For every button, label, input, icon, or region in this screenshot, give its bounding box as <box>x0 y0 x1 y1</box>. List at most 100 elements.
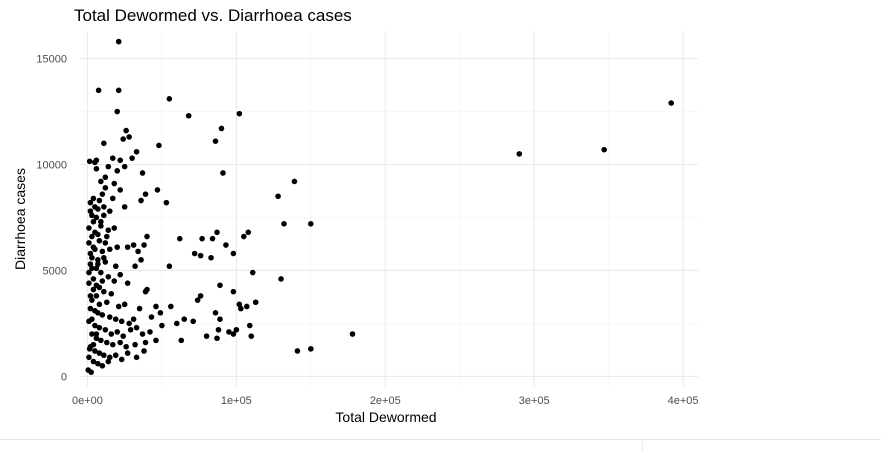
data-point <box>156 142 162 149</box>
data-point <box>90 195 97 202</box>
data-point <box>104 339 110 346</box>
data-point <box>93 293 100 299</box>
data-point <box>223 242 229 248</box>
data-point <box>218 125 225 132</box>
data-point <box>111 225 118 231</box>
data-point <box>106 246 113 253</box>
data-point <box>121 204 128 210</box>
data-point <box>96 197 103 204</box>
data-point <box>98 218 104 225</box>
data-point <box>163 199 170 206</box>
data-point <box>174 320 180 327</box>
data-point <box>87 293 94 299</box>
data-point <box>92 229 98 236</box>
data-point <box>278 276 284 282</box>
data-point <box>87 208 94 214</box>
data-point <box>112 352 119 359</box>
data-point <box>133 324 140 331</box>
data-point <box>111 278 118 284</box>
data-point <box>275 193 281 200</box>
data-point <box>109 195 116 202</box>
data-point <box>87 261 94 267</box>
data-point <box>308 221 314 227</box>
data-point <box>118 318 125 325</box>
data-point <box>89 316 95 322</box>
data-point <box>86 269 92 276</box>
data-point <box>117 187 124 193</box>
data-point <box>93 282 100 289</box>
data-point <box>93 165 100 172</box>
data-point <box>154 187 161 193</box>
data-point <box>96 301 103 308</box>
data-point <box>98 269 104 276</box>
data-point <box>121 163 128 170</box>
data-point <box>86 346 93 352</box>
data-point <box>104 233 110 240</box>
data-point <box>96 350 103 356</box>
data-point <box>124 244 131 250</box>
data-point <box>132 263 138 270</box>
bottom-divider <box>0 439 881 440</box>
data-point <box>101 352 107 359</box>
data-point <box>197 293 204 299</box>
data-point <box>153 303 159 310</box>
data-point <box>93 335 100 342</box>
data-point <box>86 158 93 165</box>
x-tick-label: 3e+05 <box>519 395 550 407</box>
data-point <box>101 212 107 219</box>
data-point <box>90 358 97 365</box>
data-point <box>136 305 143 312</box>
data-point <box>101 288 107 295</box>
data-point <box>248 333 255 339</box>
data-point <box>93 331 100 337</box>
data-point <box>142 339 149 346</box>
data-point <box>95 261 101 267</box>
data-point <box>96 237 103 244</box>
data-point <box>95 87 102 94</box>
data-point <box>157 310 164 316</box>
data-point <box>281 221 287 227</box>
data-point <box>141 242 147 248</box>
data-point <box>106 208 113 214</box>
data-point <box>601 146 607 153</box>
data-point <box>127 326 134 333</box>
data-point <box>190 318 196 325</box>
data-point <box>105 358 112 365</box>
data-point <box>308 346 314 352</box>
data-point <box>139 170 146 176</box>
x-tick-label: 0e+00 <box>72 395 103 407</box>
data-point <box>178 337 185 344</box>
data-point <box>249 269 256 276</box>
data-point <box>241 233 247 240</box>
data-point <box>86 280 92 286</box>
data-point <box>291 178 298 185</box>
data-point <box>516 151 523 157</box>
data-point <box>95 360 101 367</box>
data-point <box>102 240 109 246</box>
data-point <box>99 278 106 284</box>
data-point <box>90 286 97 293</box>
data-point <box>90 341 97 348</box>
data-point <box>142 288 149 295</box>
data-point <box>144 233 150 240</box>
y-axis-title: Diarrhoea cases <box>12 168 28 270</box>
data-point <box>191 250 198 257</box>
data-point <box>92 348 98 354</box>
data-point <box>89 254 95 261</box>
data-point <box>236 110 243 117</box>
data-point <box>135 248 141 255</box>
data-point <box>87 199 94 206</box>
data-points <box>85 38 674 375</box>
data-point <box>124 280 131 286</box>
data-point <box>99 191 106 197</box>
data-point <box>215 326 222 333</box>
data-point <box>112 263 119 270</box>
data-point <box>214 335 220 342</box>
data-point <box>118 356 125 363</box>
data-point <box>109 155 116 161</box>
data-point <box>96 324 103 331</box>
data-point <box>117 339 124 346</box>
data-point <box>132 341 138 348</box>
chart-title: Total Dewormed vs. Diarrhoea cases <box>74 6 352 25</box>
data-point <box>168 303 174 310</box>
